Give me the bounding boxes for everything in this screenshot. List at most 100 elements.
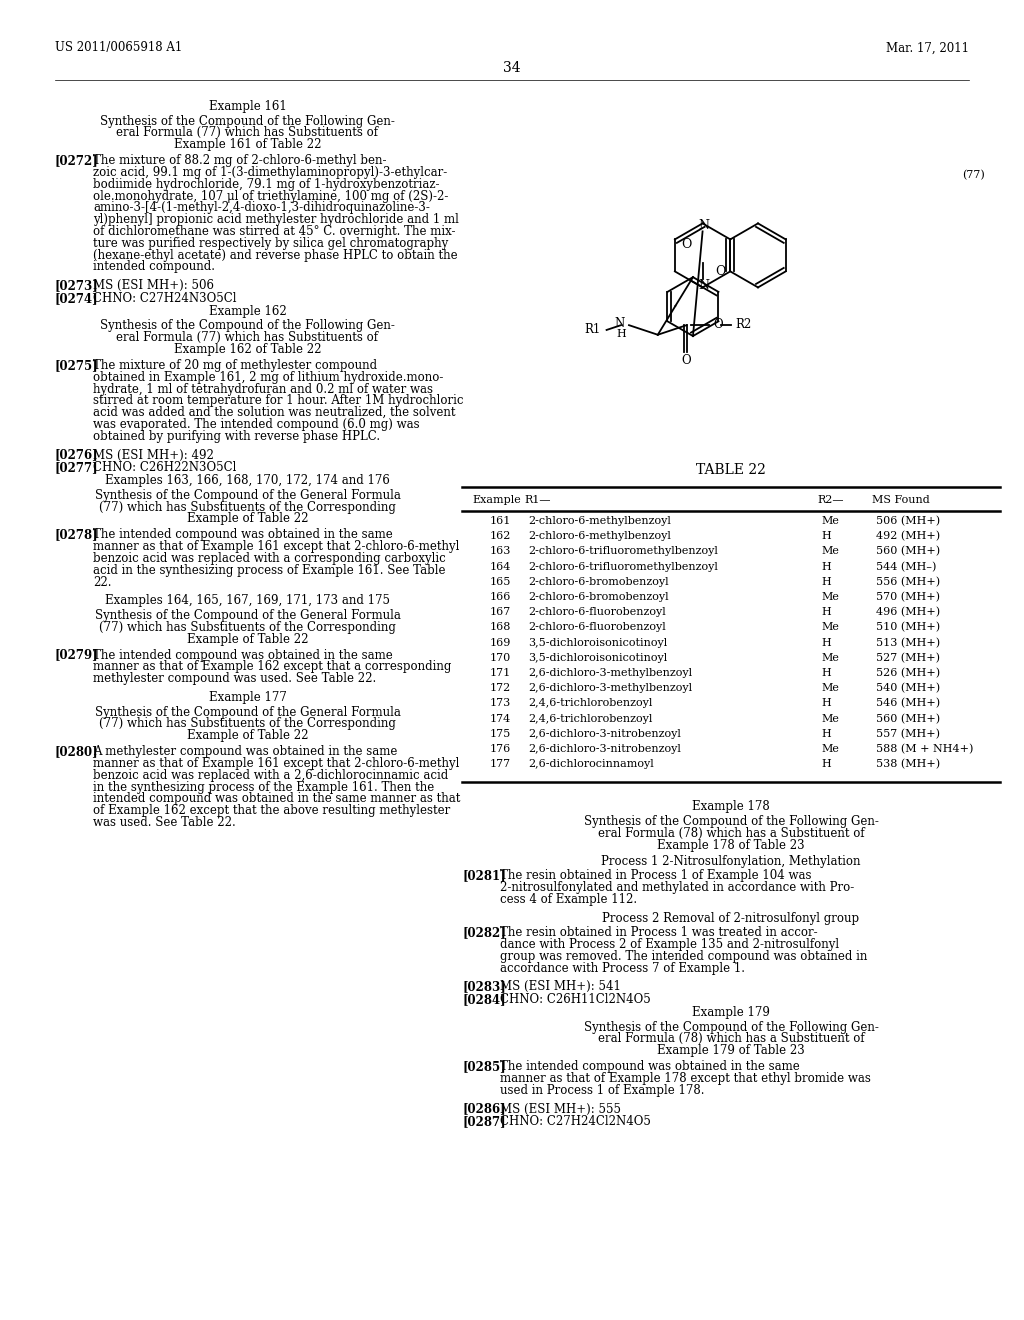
Text: 2,4,6-trichlorobenzoyl: 2,4,6-trichlorobenzoyl [528,714,652,723]
Text: The intended compound was obtained in the same: The intended compound was obtained in th… [93,528,393,541]
Text: 161: 161 [489,516,511,525]
Text: Me: Me [821,744,839,754]
Text: benzoic acid was replaced with a 2,6-dichlorocinnamic acid: benzoic acid was replaced with a 2,6-dic… [93,768,449,781]
Text: 560 (MH+): 560 (MH+) [876,713,940,723]
Text: 166: 166 [489,591,511,602]
Text: Example of Table 22: Example of Table 22 [186,632,308,645]
Text: The mixture of 20 mg of methylester compound: The mixture of 20 mg of methylester comp… [93,359,377,372]
Text: 546 (MH+): 546 (MH+) [876,698,940,709]
Text: Synthesis of the Compound of the General Formula: Synthesis of the Compound of the General… [94,706,400,718]
Text: [0272]: [0272] [55,154,98,168]
Text: 2-chloro-6-methylbenzoyl: 2-chloro-6-methylbenzoyl [528,516,671,525]
Text: 510 (MH+): 510 (MH+) [876,622,940,632]
Text: Example 162: Example 162 [209,305,287,318]
Text: [0277]: [0277] [55,462,98,474]
Text: accordance with Process 7 of Example 1.: accordance with Process 7 of Example 1. [500,961,745,974]
Text: manner as that of Example 161 except that 2-chloro-6-methyl: manner as that of Example 161 except tha… [93,540,460,553]
Text: H: H [821,759,830,770]
Text: of Example 162 except that the above resulting methylester: of Example 162 except that the above res… [93,804,451,817]
Text: 3,5-dichloroisonicotinoyl: 3,5-dichloroisonicotinoyl [528,653,668,663]
Text: 588 (M + NH4+): 588 (M + NH4+) [876,744,974,754]
Text: 560 (MH+): 560 (MH+) [876,546,940,557]
Text: Me: Me [821,653,839,663]
Text: [0279]: [0279] [55,648,98,661]
Text: [0287]: [0287] [462,1115,506,1129]
Text: 556 (MH+): 556 (MH+) [876,577,940,587]
Text: Example: Example [472,495,521,506]
Text: [0276]: [0276] [55,449,98,462]
Text: eral Formula (78) which has a Substituent of: eral Formula (78) which has a Substituen… [598,1032,864,1045]
Text: 174: 174 [489,714,511,723]
Text: 168: 168 [489,623,511,632]
Text: CHNO: C26H11Cl2N4O5: CHNO: C26H11Cl2N4O5 [500,993,650,1006]
Text: [0273]: [0273] [55,280,98,292]
Text: Synthesis of the Compound of the Following Gen-: Synthesis of the Compound of the Followi… [584,1020,879,1034]
Text: 2-chloro-6-fluorobenzoyl: 2-chloro-6-fluorobenzoyl [528,623,666,632]
Text: Me: Me [821,546,839,557]
Text: 163: 163 [489,546,511,557]
Text: The intended compound was obtained in the same: The intended compound was obtained in th… [500,1060,800,1073]
Text: TABLE 22: TABLE 22 [696,463,766,477]
Text: H: H [821,698,830,709]
Text: 171: 171 [489,668,511,678]
Text: Process 2 Removal of 2-nitrosulfonyl group: Process 2 Removal of 2-nitrosulfonyl gro… [602,912,859,924]
Text: 3,5-dichloroisonicotinoyl: 3,5-dichloroisonicotinoyl [528,638,668,648]
Text: 175: 175 [489,729,511,739]
Text: manner as that of Example 161 except that 2-chloro-6-methyl: manner as that of Example 161 except tha… [93,756,460,770]
Text: H: H [821,531,830,541]
Text: The resin obtained in Process 1 of Example 104 was: The resin obtained in Process 1 of Examp… [500,869,811,882]
Text: MS (ESI MH+): 555: MS (ESI MH+): 555 [500,1102,621,1115]
Text: in the synthesizing process of the Example 161. Then the: in the synthesizing process of the Examp… [93,780,434,793]
Text: [0280]: [0280] [55,746,98,758]
Text: manner as that of Example 178 except that ethyl bromide was: manner as that of Example 178 except tha… [500,1072,870,1085]
Text: 177: 177 [489,759,511,770]
Text: Example 179: Example 179 [692,1006,770,1019]
Text: Me: Me [821,714,839,723]
Text: yl)phenyl] propionic acid methylester hydrochloride and 1 ml: yl)phenyl] propionic acid methylester hy… [93,214,459,226]
Text: Examples 163, 166, 168, 170, 172, 174 and 176: Examples 163, 166, 168, 170, 172, 174 an… [105,474,390,487]
Text: 165: 165 [489,577,511,587]
Text: MS Found: MS Found [872,495,930,506]
Text: cess 4 of Example 112.: cess 4 of Example 112. [500,892,637,906]
Text: [0284]: [0284] [462,993,506,1006]
Text: Example 179 of Table 23: Example 179 of Table 23 [657,1044,805,1057]
Text: was used. See Table 22.: was used. See Table 22. [93,816,236,829]
Text: 162: 162 [489,531,511,541]
Text: 164: 164 [489,561,511,572]
Text: N: N [698,279,709,292]
Text: 2-chloro-6-trifluoromethylbenzoyl: 2-chloro-6-trifluoromethylbenzoyl [528,561,718,572]
Text: Synthesis of the Compound of the General Formula: Synthesis of the Compound of the General… [94,609,400,622]
Text: 506 (MH+): 506 (MH+) [876,516,940,527]
Text: The intended compound was obtained in the same: The intended compound was obtained in th… [93,648,393,661]
Text: US 2011/0065918 A1: US 2011/0065918 A1 [55,41,182,54]
Text: 538 (MH+): 538 (MH+) [876,759,940,770]
Text: 173: 173 [489,698,511,709]
Text: Me: Me [821,623,839,632]
Text: intended compound.: intended compound. [93,260,215,273]
Text: 496 (MH+): 496 (MH+) [876,607,940,618]
Text: stirred at room temperature for 1 hour. After 1M hydrochloric: stirred at room temperature for 1 hour. … [93,395,464,408]
Text: Example 162 of Table 22: Example 162 of Table 22 [174,343,322,356]
Text: Synthesis of the Compound of the General Formula: Synthesis of the Compound of the General… [94,488,400,502]
Text: acid in the synthesizing process of Example 161. See Table: acid in the synthesizing process of Exam… [93,564,445,577]
Text: manner as that of Example 162 except that a corresponding: manner as that of Example 162 except tha… [93,660,452,673]
Text: eral Formula (77) which has Substituents of: eral Formula (77) which has Substituents… [117,331,379,345]
Text: MS (ESI MH+): 541: MS (ESI MH+): 541 [500,981,621,994]
Text: [0286]: [0286] [462,1102,506,1115]
Text: Process 1 2-Nitrosulfonylation, Methylation: Process 1 2-Nitrosulfonylation, Methylat… [601,854,861,867]
Text: [0281]: [0281] [462,869,506,882]
Text: 2-chloro-6-bromobenzoyl: 2-chloro-6-bromobenzoyl [528,577,669,587]
Text: MS (ESI MH+): 506: MS (ESI MH+): 506 [93,280,214,292]
Text: H: H [821,729,830,739]
Text: methylester compound was used. See Table 22.: methylester compound was used. See Table… [93,672,376,685]
Text: H: H [616,329,626,339]
Text: 34: 34 [503,61,521,75]
Text: 526 (MH+): 526 (MH+) [876,668,940,678]
Text: Mar. 17, 2011: Mar. 17, 2011 [886,41,969,54]
Text: bodiimide hydrochloride, 79.1 mg of 1-hydroxybenzotriaz-: bodiimide hydrochloride, 79.1 mg of 1-hy… [93,178,439,191]
Text: 2,6-dichlorocinnamoyl: 2,6-dichlorocinnamoyl [528,759,653,770]
Text: 2,6-dichloro-3-nitrobenzoyl: 2,6-dichloro-3-nitrobenzoyl [528,744,681,754]
Text: intended compound was obtained in the same manner as that: intended compound was obtained in the sa… [93,792,461,805]
Text: Example 178: Example 178 [692,800,770,813]
Text: 527 (MH+): 527 (MH+) [876,652,940,663]
